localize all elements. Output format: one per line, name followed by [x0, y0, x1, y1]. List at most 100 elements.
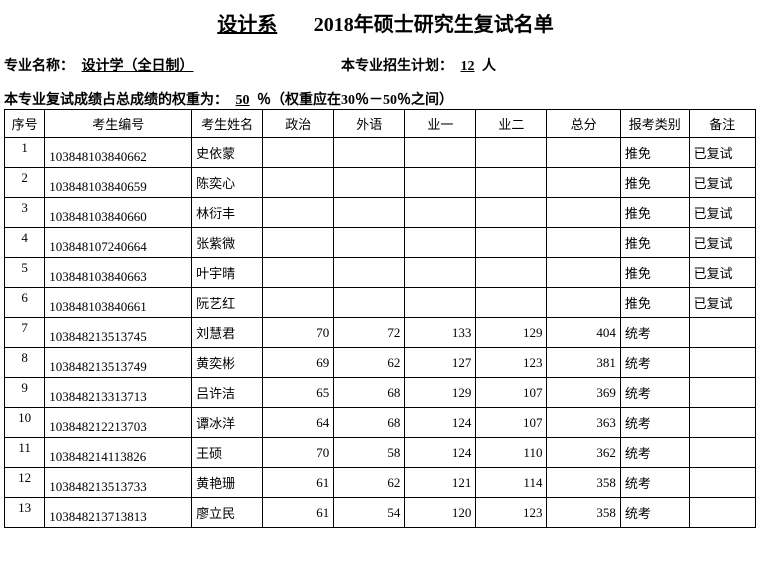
cell-s2 [476, 228, 547, 258]
cell-note [689, 438, 755, 468]
cell-note [689, 348, 755, 378]
cell-s1 [405, 198, 476, 228]
cell-seq: 11 [5, 438, 45, 468]
cell-s2: 129 [476, 318, 547, 348]
cell-note: 已复试 [689, 168, 755, 198]
cell-s2 [476, 258, 547, 288]
cell-note: 已复试 [689, 228, 755, 258]
cell-for: 68 [334, 378, 405, 408]
cell-total [547, 288, 620, 318]
table-row: 6103848103840661阮艺红推免已复试 [5, 288, 756, 318]
cell-note: 已复试 [689, 288, 755, 318]
cell-for [334, 258, 405, 288]
cell-name: 刘慧君 [192, 318, 263, 348]
table-row: 13103848213713813廖立民6154120123358统考 [5, 498, 756, 528]
table-row: 2103848103840659陈奕心推免已复试 [5, 168, 756, 198]
cell-cat: 推免 [620, 258, 689, 288]
cell-note [689, 318, 755, 348]
cell-seq: 9 [5, 378, 45, 408]
weight-suffix: ％（权重应在30％－50％之间） [257, 93, 453, 108]
cell-cat: 统考 [620, 438, 689, 468]
th-seq: 序号 [5, 110, 45, 138]
cell-pol: 65 [263, 378, 334, 408]
cell-name: 阮艺红 [192, 288, 263, 318]
cell-name: 林衍丰 [192, 198, 263, 228]
cell-pol: 70 [263, 318, 334, 348]
weight-label: 本专业复试成绩占总成绩的权重为： [4, 93, 228, 108]
cell-id: 103848103840663 [45, 258, 192, 288]
cell-s2 [476, 168, 547, 198]
cell-name: 廖立民 [192, 498, 263, 528]
major-label: 专业名称： [4, 59, 74, 74]
cell-seq: 6 [5, 288, 45, 318]
cell-for: 72 [334, 318, 405, 348]
cell-name: 黄奕彬 [192, 348, 263, 378]
cell-id: 103848107240664 [45, 228, 192, 258]
cell-note: 已复试 [689, 198, 755, 228]
table-body: 1103848103840662史依蒙推免已复试2103848103840659… [5, 138, 756, 528]
table-row: 8103848213513749黄奕彬6962127123381统考 [5, 348, 756, 378]
cell-s2: 107 [476, 408, 547, 438]
page-title-row: 设计系 2018年硕士研究生复试名单 [4, 8, 761, 37]
cell-s1: 124 [405, 438, 476, 468]
cell-note [689, 408, 755, 438]
cell-s2: 114 [476, 468, 547, 498]
table-row: 3103848103840660林衍丰推免已复试 [5, 198, 756, 228]
cell-seq: 2 [5, 168, 45, 198]
cell-id: 103848213713813 [45, 498, 192, 528]
cell-cat: 推免 [620, 168, 689, 198]
cell-note [689, 468, 755, 498]
weight-value: 50 [232, 93, 254, 108]
weight-line: 本专业复试成绩占总成绩的权重为： 50 ％（权重应在30％－50％之间） [4, 89, 761, 109]
cell-pol: 61 [263, 498, 334, 528]
cell-total [547, 228, 620, 258]
cell-s1 [405, 258, 476, 288]
cell-pol: 61 [263, 468, 334, 498]
table-row: 5103848103840663叶宇晴推免已复试 [5, 258, 756, 288]
cell-cat: 推免 [620, 198, 689, 228]
th-note: 备注 [689, 110, 755, 138]
plan-label: 本专业招生计划： [341, 59, 453, 74]
title-year: 2018年硕士研究生复试名单 [314, 8, 554, 37]
th-s1: 业一 [405, 110, 476, 138]
cell-note [689, 378, 755, 408]
cell-total: 362 [547, 438, 620, 468]
cell-pol: 64 [263, 408, 334, 438]
cell-seq: 1 [5, 138, 45, 168]
cell-for: 62 [334, 348, 405, 378]
cell-s2: 107 [476, 378, 547, 408]
table-row: 12103848213513733黄艳珊6162121114358统考 [5, 468, 756, 498]
cell-note: 已复试 [689, 138, 755, 168]
cell-s2 [476, 288, 547, 318]
cell-for [334, 198, 405, 228]
cell-id: 103848103840661 [45, 288, 192, 318]
cell-pol [263, 288, 334, 318]
cell-id: 103848212213703 [45, 408, 192, 438]
cell-pol [263, 228, 334, 258]
table-row: 9103848213313713吕许洁6568129107369统考 [5, 378, 756, 408]
cell-name: 谭冰洋 [192, 408, 263, 438]
cell-id: 103848213313713 [45, 378, 192, 408]
plan-suffix: 人 [482, 59, 496, 74]
cell-s2 [476, 138, 547, 168]
cell-s2: 110 [476, 438, 547, 468]
title-dept: 设计系 [211, 8, 283, 37]
cell-cat: 统考 [620, 318, 689, 348]
table-row: 11103848214113826王硕7058124110362统考 [5, 438, 756, 468]
cell-name: 黄艳珊 [192, 468, 263, 498]
cell-total: 363 [547, 408, 620, 438]
cell-s2: 123 [476, 498, 547, 528]
table-row: 7103848213513745刘慧君7072133129404统考 [5, 318, 756, 348]
cell-total: 358 [547, 498, 620, 528]
cell-pol [263, 138, 334, 168]
cell-id: 103848103840659 [45, 168, 192, 198]
plan-value: 12 [457, 59, 479, 74]
table-row: 10103848212213703谭冰洋6468124107363统考 [5, 408, 756, 438]
candidate-table: 序号 考生编号 考生姓名 政治 外语 业一 业二 总分 报考类别 备注 1103… [4, 109, 756, 528]
cell-total: 381 [547, 348, 620, 378]
cell-note [689, 498, 755, 528]
cell-s1: 127 [405, 348, 476, 378]
cell-cat: 统考 [620, 408, 689, 438]
cell-pol [263, 198, 334, 228]
cell-s1: 124 [405, 408, 476, 438]
